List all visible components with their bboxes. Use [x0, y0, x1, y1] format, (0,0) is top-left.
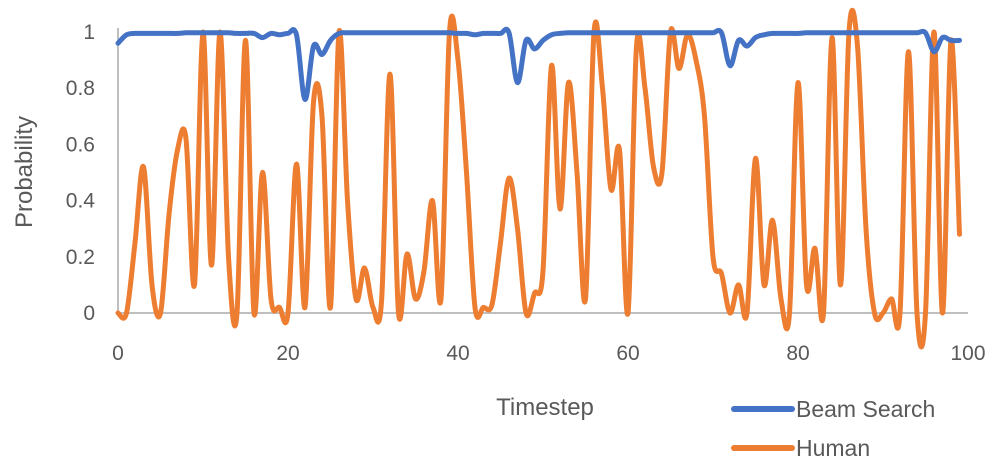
- series-line-human: [115, 7, 962, 350]
- legend: Beam Search Human: [731, 396, 935, 461]
- x-tick-label: 60: [616, 342, 639, 365]
- legend-label-beam-search: Beam Search: [796, 396, 935, 422]
- x-tick-label: 0: [112, 342, 124, 365]
- x-tick-label: 20: [276, 342, 299, 365]
- x-axis-label: Timestep: [496, 394, 594, 421]
- y-tick-label: 1: [83, 21, 95, 44]
- series-line-beam-search: [115, 26, 962, 102]
- x-tick-label: 100: [950, 342, 985, 365]
- y-tick-label: 0.8: [66, 77, 95, 100]
- legend-label-human: Human: [796, 435, 870, 461]
- y-tick-label: 0.2: [66, 246, 95, 269]
- x-tick-label: 40: [446, 342, 469, 365]
- y-tick-label: 0.6: [66, 133, 95, 156]
- y-tick-label: 0.4: [66, 190, 96, 213]
- y-axis-label: Probability: [11, 116, 38, 228]
- x-tick-label: 80: [786, 342, 809, 365]
- y-tick-label: 0: [83, 302, 95, 325]
